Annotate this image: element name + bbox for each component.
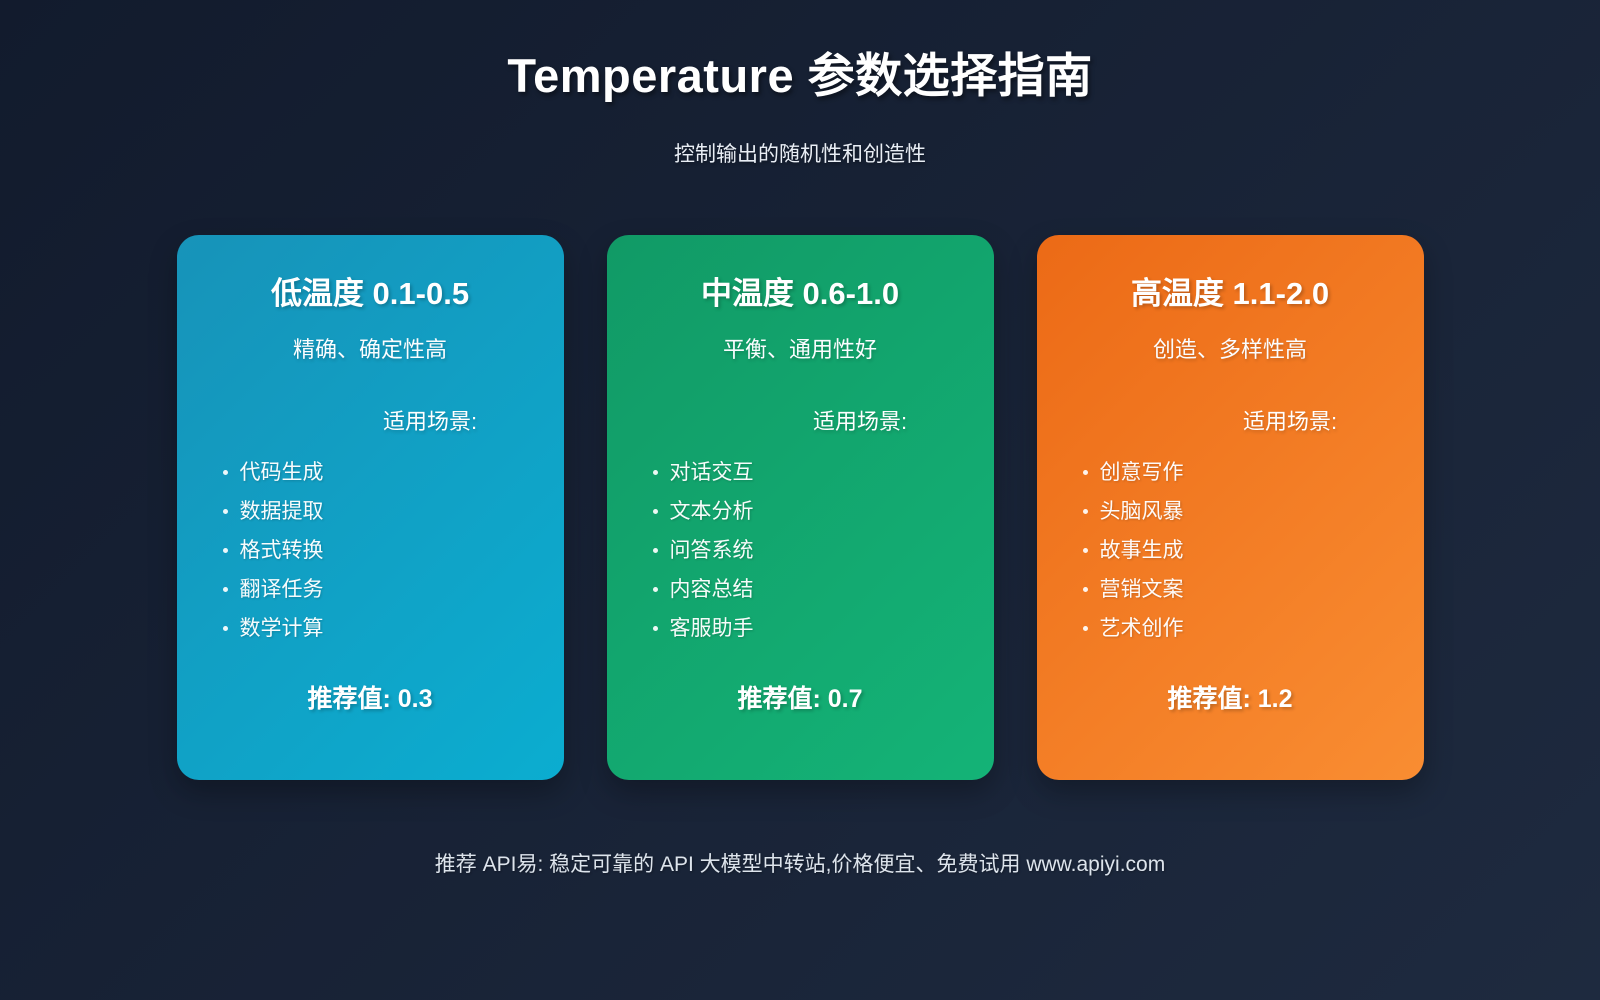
list-item: 翻译任务 bbox=[222, 570, 564, 609]
list-item-label: 问答系统 bbox=[669, 539, 754, 562]
card-title: 高温度 1.1-2.0 bbox=[1130, 276, 1330, 311]
bullet-icon bbox=[652, 626, 658, 631]
list-item-label: 内容总结 bbox=[669, 578, 754, 601]
card-subtitle: 平衡、通用性好 bbox=[722, 337, 877, 362]
list-item-label: 格式转换 bbox=[239, 539, 324, 562]
card-title: 低温度 0.1-0.5 bbox=[270, 276, 470, 311]
list-item: 数据提取 bbox=[222, 492, 564, 531]
footer-promo-text: 推荐 API易: 稳定可靠的 API 大模型中转站,价格便宜、免费试用 www.… bbox=[434, 853, 1166, 876]
bullet-icon bbox=[222, 509, 228, 514]
card-subtitle: 精确、确定性高 bbox=[292, 337, 447, 362]
scenario-list: 代码生成 数据提取 格式转换 翻译任务 数学计算 bbox=[177, 453, 564, 648]
list-item: 文本分析 bbox=[652, 492, 994, 531]
list-item-label: 数学计算 bbox=[239, 617, 324, 640]
card-high-temperature: 高温度 1.1-2.0 创造、多样性高 适用场景: 创意写作 头脑风暴 故事生成… bbox=[1036, 235, 1424, 780]
bullet-icon bbox=[652, 548, 658, 553]
list-item: 故事生成 bbox=[1082, 531, 1424, 570]
list-item: 客服助手 bbox=[652, 609, 994, 648]
header: Temperature 参数选择指南 控制输出的随机性和创造性 bbox=[0, 0, 1600, 168]
list-item-label: 故事生成 bbox=[1099, 539, 1184, 562]
list-item: 营销文案 bbox=[1082, 570, 1424, 609]
recommended-value: 推荐值: 1.2 bbox=[1167, 685, 1293, 713]
page-title: Temperature 参数选择指南 bbox=[507, 49, 1093, 102]
list-item-label: 数据提取 bbox=[239, 500, 324, 523]
bullet-icon bbox=[222, 470, 228, 475]
scenario-list: 对话交互 文本分析 问答系统 内容总结 客服助手 bbox=[607, 453, 994, 648]
list-item-label: 头脑风暴 bbox=[1099, 500, 1184, 523]
list-item-label: 艺术创作 bbox=[1099, 617, 1184, 640]
recommended-value: 推荐值: 0.7 bbox=[737, 685, 863, 713]
bullet-icon bbox=[1082, 470, 1088, 475]
bullet-icon bbox=[222, 587, 228, 592]
list-item-label: 对话交互 bbox=[669, 461, 754, 484]
scenario-label: 适用场景: bbox=[812, 409, 908, 434]
list-item-label: 营销文案 bbox=[1099, 578, 1184, 601]
scenario-label: 适用场景: bbox=[382, 409, 478, 434]
list-item-label: 代码生成 bbox=[239, 461, 324, 484]
cards-row: 低温度 0.1-0.5 精确、确定性高 适用场景: 代码生成 数据提取 格式转换… bbox=[0, 235, 1600, 780]
card-title: 中温度 0.6-1.0 bbox=[700, 276, 900, 311]
bullet-icon bbox=[652, 470, 658, 475]
card-medium-temperature: 中温度 0.6-1.0 平衡、通用性好 适用场景: 对话交互 文本分析 问答系统… bbox=[606, 235, 994, 780]
bullet-icon bbox=[222, 548, 228, 553]
list-item: 格式转换 bbox=[222, 531, 564, 570]
list-item: 问答系统 bbox=[652, 531, 994, 570]
bullet-icon bbox=[652, 509, 658, 514]
bullet-icon bbox=[1082, 548, 1088, 553]
recommended-value: 推荐值: 0.3 bbox=[307, 685, 433, 713]
list-item: 头脑风暴 bbox=[1082, 492, 1424, 531]
list-item-label: 翻译任务 bbox=[239, 578, 324, 601]
card-low-temperature: 低温度 0.1-0.5 精确、确定性高 适用场景: 代码生成 数据提取 格式转换… bbox=[176, 235, 564, 780]
list-item-label: 客服助手 bbox=[669, 617, 754, 640]
list-item: 数学计算 bbox=[222, 609, 564, 648]
list-item-label: 文本分析 bbox=[669, 500, 754, 523]
list-item-label: 创意写作 bbox=[1099, 461, 1184, 484]
bullet-icon bbox=[652, 587, 658, 592]
scenario-label: 适用场景: bbox=[1242, 409, 1338, 434]
list-item: 内容总结 bbox=[652, 570, 994, 609]
bullet-icon bbox=[222, 626, 228, 631]
bullet-icon bbox=[1082, 626, 1088, 631]
bullet-icon bbox=[1082, 587, 1088, 592]
list-item: 对话交互 bbox=[652, 453, 994, 492]
list-item: 代码生成 bbox=[222, 453, 564, 492]
list-item: 艺术创作 bbox=[1082, 609, 1424, 648]
page-subtitle: 控制输出的随机性和创造性 bbox=[674, 143, 926, 166]
card-subtitle: 创造、多样性高 bbox=[1152, 337, 1307, 362]
bullet-icon bbox=[1082, 509, 1088, 514]
scenario-list: 创意写作 头脑风暴 故事生成 营销文案 艺术创作 bbox=[1037, 453, 1424, 648]
list-item: 创意写作 bbox=[1082, 453, 1424, 492]
